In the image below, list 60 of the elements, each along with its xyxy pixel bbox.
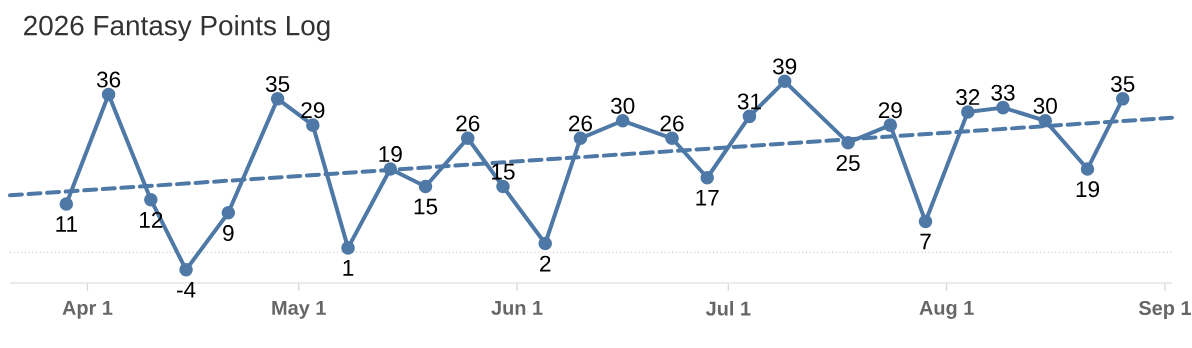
x-tick-label: Jun 1 <box>491 300 543 315</box>
chart-title: 2026 Fantasy Points Log <box>24 15 330 41</box>
data-label: 26 <box>456 115 480 132</box>
point <box>961 105 975 119</box>
point <box>1080 162 1095 176</box>
point <box>306 118 320 132</box>
point <box>883 118 898 132</box>
x-tick-label: Jul 1 <box>705 300 751 316</box>
x-tick-label: Sep 1 <box>1138 300 1191 320</box>
data-label: 15 <box>414 198 438 215</box>
point <box>179 263 193 277</box>
point <box>615 113 630 128</box>
data-label: 36 <box>96 71 121 88</box>
data-label: 15 <box>492 163 515 180</box>
data-label: 29 <box>301 102 325 119</box>
point <box>59 197 74 211</box>
point <box>418 179 433 194</box>
data-label: 33 <box>991 84 1015 101</box>
point <box>665 131 679 146</box>
point <box>841 135 855 150</box>
point <box>700 170 714 185</box>
point <box>341 241 355 255</box>
point <box>777 74 792 89</box>
data-label: 39 <box>772 58 797 75</box>
point <box>996 100 1010 115</box>
data-label: 7 <box>920 233 931 250</box>
data-label: 11 <box>56 216 77 232</box>
data-label: 19 <box>1076 181 1099 198</box>
point <box>1115 92 1130 106</box>
data-label: 35 <box>265 75 290 92</box>
point <box>144 192 158 207</box>
point <box>573 131 588 146</box>
data-label: 2 <box>540 255 551 272</box>
data-label: 9 <box>223 225 234 242</box>
x-tick-label: May 1 <box>272 300 326 319</box>
point <box>496 179 510 194</box>
point <box>538 236 553 251</box>
point <box>460 131 475 146</box>
data-label: 30 <box>1033 97 1057 114</box>
data-label: 30 <box>610 97 635 114</box>
x-tick-label: Apr 1 <box>62 300 113 319</box>
point <box>918 214 933 229</box>
data-label: 29 <box>878 102 902 119</box>
data-label: 26 <box>569 115 592 132</box>
data-label: 26 <box>660 115 684 132</box>
data-label: -4 <box>177 282 196 298</box>
data-label: 17 <box>696 189 719 206</box>
x-tick-label: Aug 1 <box>919 300 974 319</box>
point <box>1038 113 1053 128</box>
data-label: 19 <box>379 146 402 163</box>
point <box>270 92 285 106</box>
data-label: 31 <box>737 93 761 110</box>
data-label: 1 <box>343 260 354 276</box>
point <box>101 87 116 102</box>
point <box>742 109 757 124</box>
point <box>383 162 398 176</box>
data-label: 35 <box>1111 75 1135 92</box>
point <box>221 206 236 220</box>
data-label: 25 <box>836 154 860 171</box>
data-label: 32 <box>956 89 980 106</box>
